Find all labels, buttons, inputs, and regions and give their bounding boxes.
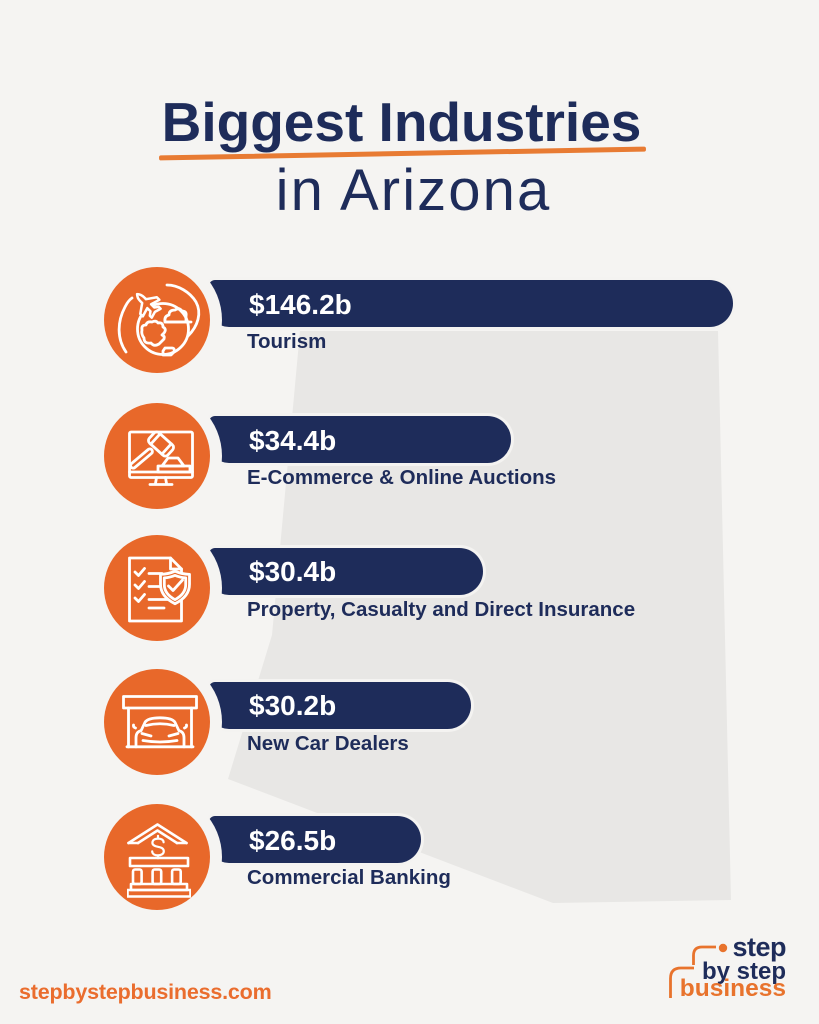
svg-text:business: business [680,975,786,1002]
svg-text:step: step [732,932,786,962]
svg-text:by step: by step [702,958,786,985]
